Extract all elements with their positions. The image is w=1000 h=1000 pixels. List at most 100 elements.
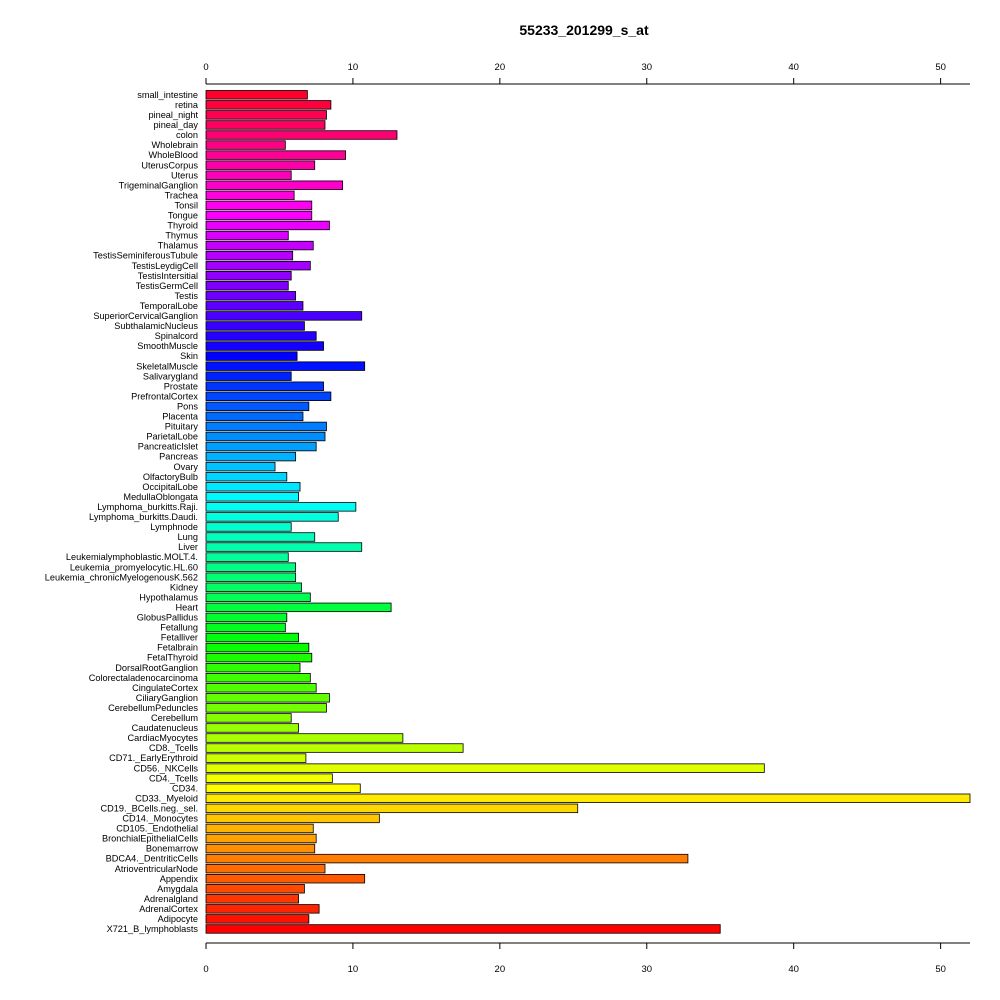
category-label: AtrioventricularNode	[115, 864, 198, 874]
bar	[205, 783, 361, 793]
category-label: CD14._Monocytes	[122, 814, 198, 824]
category-label: Liver	[178, 542, 198, 552]
bottom-axis-tick-label: 0	[203, 964, 208, 975]
category-label: Testis	[175, 291, 199, 301]
bar	[205, 542, 363, 552]
bar	[205, 723, 299, 733]
category-label: CiliaryGanglion	[136, 693, 198, 703]
bar	[205, 120, 326, 130]
category-label: CingulateCortex	[132, 683, 198, 693]
bottom-axis-tick-label: 10	[348, 964, 359, 975]
bar	[205, 612, 288, 623]
bottom-axis-tick-label: 30	[641, 964, 652, 975]
top-x-axis: 0 10 20 30 40 50	[203, 62, 970, 85]
bar	[205, 863, 326, 874]
category-label: Salivarygland	[143, 371, 198, 381]
category-label: pineal_night	[148, 110, 198, 120]
bar	[205, 813, 380, 824]
category-label: SuperiorCervicalGanglion	[93, 311, 198, 321]
category-label: Adipocyte	[158, 914, 198, 924]
category-label: MedullaOblongata	[123, 492, 198, 502]
category-label: Placenta	[162, 412, 199, 422]
bar	[205, 853, 689, 864]
chart-title: 55233_201299_s_at	[519, 22, 649, 38]
category-label: SubthalamicNucleus	[114, 321, 198, 331]
bar	[205, 512, 339, 522]
category-label: Pituitary	[165, 422, 199, 432]
bar	[205, 351, 298, 361]
bottom-axis-tick-label: 40	[788, 964, 799, 975]
bar	[205, 713, 292, 723]
top-axis-tick-label: 10	[348, 62, 359, 73]
bar	[205, 492, 299, 502]
bar	[205, 572, 297, 582]
category-label: Tonsil	[175, 200, 199, 210]
category-label: TemporalLobe	[140, 301, 198, 311]
bar	[205, 592, 311, 603]
top-axis-tick-label: 40	[788, 62, 799, 73]
category-label: Trachea	[165, 190, 199, 200]
bar	[205, 110, 327, 120]
category-label: Tongue	[168, 211, 198, 221]
top-axis-tick-label: 0	[203, 62, 208, 73]
bottom-x-axis: 0 10 20 30 40 50	[203, 942, 970, 975]
bar	[205, 230, 289, 241]
bar	[205, 140, 286, 150]
top-axis-tick-label: 20	[495, 62, 506, 73]
top-axis-tick-label: 50	[935, 62, 946, 73]
bar	[205, 904, 320, 914]
bar	[205, 200, 313, 211]
bar	[205, 502, 357, 512]
category-label: SkeletalMuscle	[136, 361, 198, 371]
category-label: UterusCorpus	[141, 160, 198, 170]
bar	[205, 441, 317, 452]
category-label: Ovary	[173, 462, 198, 472]
bar	[205, 270, 292, 281]
category-label: Fetallung	[160, 623, 198, 633]
bar	[205, 90, 308, 100]
bar	[205, 421, 327, 432]
bar	[205, 673, 311, 683]
category-label: Pons	[177, 401, 198, 411]
category-label: Caudatenucleus	[132, 723, 199, 733]
category-label: CD56._NKCells	[134, 763, 199, 773]
bar	[205, 130, 398, 140]
category-label: Leukemia_promyelocytic.HL.60	[70, 562, 198, 572]
bar	[205, 683, 317, 693]
bar	[205, 331, 317, 341]
bar	[205, 311, 363, 321]
bar	[205, 301, 304, 311]
bar	[205, 803, 579, 814]
category-label: CD8._Tcells	[149, 743, 198, 753]
category-label: TestisLeydigCell	[132, 261, 198, 271]
category-label: CD33._Myeloid	[135, 793, 198, 803]
category-label: Heart	[176, 602, 199, 612]
category-label: FetalThyroid	[147, 653, 198, 663]
category-label: BDCA4._DentriticCells	[106, 854, 199, 864]
bar	[205, 180, 344, 190]
bar	[205, 341, 324, 351]
bar	[205, 763, 765, 773]
category-label: BronchialEpithelialCells	[102, 834, 198, 844]
bar	[205, 411, 304, 422]
bar	[205, 652, 313, 663]
category-label: CD105._Endothelial	[116, 824, 198, 834]
category-label: Leukemialymphoblastic.MOLT.4.	[66, 552, 198, 562]
category-label: Kidney	[170, 582, 198, 592]
bar	[205, 381, 324, 391]
category-label: Leukemia_chronicMyelogenousK.562	[45, 572, 198, 582]
category-label: small_intestine	[137, 90, 198, 100]
category-label: Thyroid	[167, 221, 198, 231]
category-label: OccipitalLobe	[142, 482, 198, 492]
category-label: TestisSeminiferousTubule	[93, 251, 198, 261]
category-label: CD19._BCells.neg._sel.	[100, 803, 198, 813]
bar	[205, 100, 332, 110]
category-label: TestisIntersitial	[138, 271, 198, 281]
category-label: PrefrontalCortex	[131, 391, 198, 401]
category-label: SmoothMuscle	[137, 341, 198, 351]
top-axis-tick-label: 30	[641, 62, 652, 73]
category-label: Prostate	[164, 381, 198, 391]
bar	[205, 562, 297, 572]
bar	[205, 843, 316, 854]
